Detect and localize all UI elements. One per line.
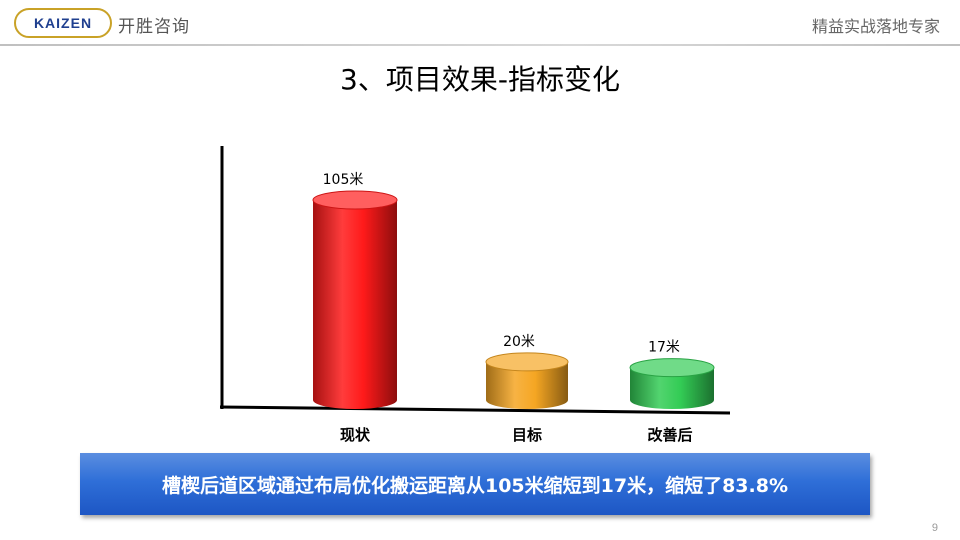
logo-cn-text: 开胜咨询: [118, 17, 190, 37]
bar-1: [312, 190, 398, 409]
category-label: 目标: [512, 426, 542, 444]
data-label: 20米: [503, 334, 535, 350]
category-label: 改善后: [647, 426, 692, 444]
summary-box: 槽楔后道区域通过布局优化搬运距离从105米缩短到17米，缩短了83.8%: [80, 453, 870, 515]
bar-body: [630, 367, 714, 409]
bar-top: [312, 190, 398, 210]
x-axis: [219, 405, 731, 415]
slide-title: 3、项目效果-指标变化: [340, 63, 620, 96]
category-label: 现状: [340, 426, 371, 444]
data-label: 17米: [648, 340, 680, 356]
page-number: 9: [931, 522, 938, 534]
bar-2: [485, 352, 569, 409]
bar-body: [486, 361, 568, 409]
company-logo: KAIZEN 开胜咨询: [14, 6, 194, 40]
bar-top: [629, 358, 715, 378]
header-divider: [0, 44, 960, 46]
bar-3: [629, 358, 715, 409]
data-label: 105米: [323, 172, 364, 188]
slogan: 精益实战落地专家: [811, 17, 940, 36]
bar-top: [485, 352, 569, 372]
logo-badge: KAIZEN: [14, 8, 112, 38]
logo-en-text: KAIZEN: [33, 15, 93, 31]
header: KAIZEN 开胜咨询 精益实战落地专家: [0, 0, 960, 46]
bar-body: [313, 200, 397, 409]
summary-text: 槽楔后道区域通过布局优化搬运距离从105米缩短到17米，缩短了83.8%: [161, 475, 789, 497]
